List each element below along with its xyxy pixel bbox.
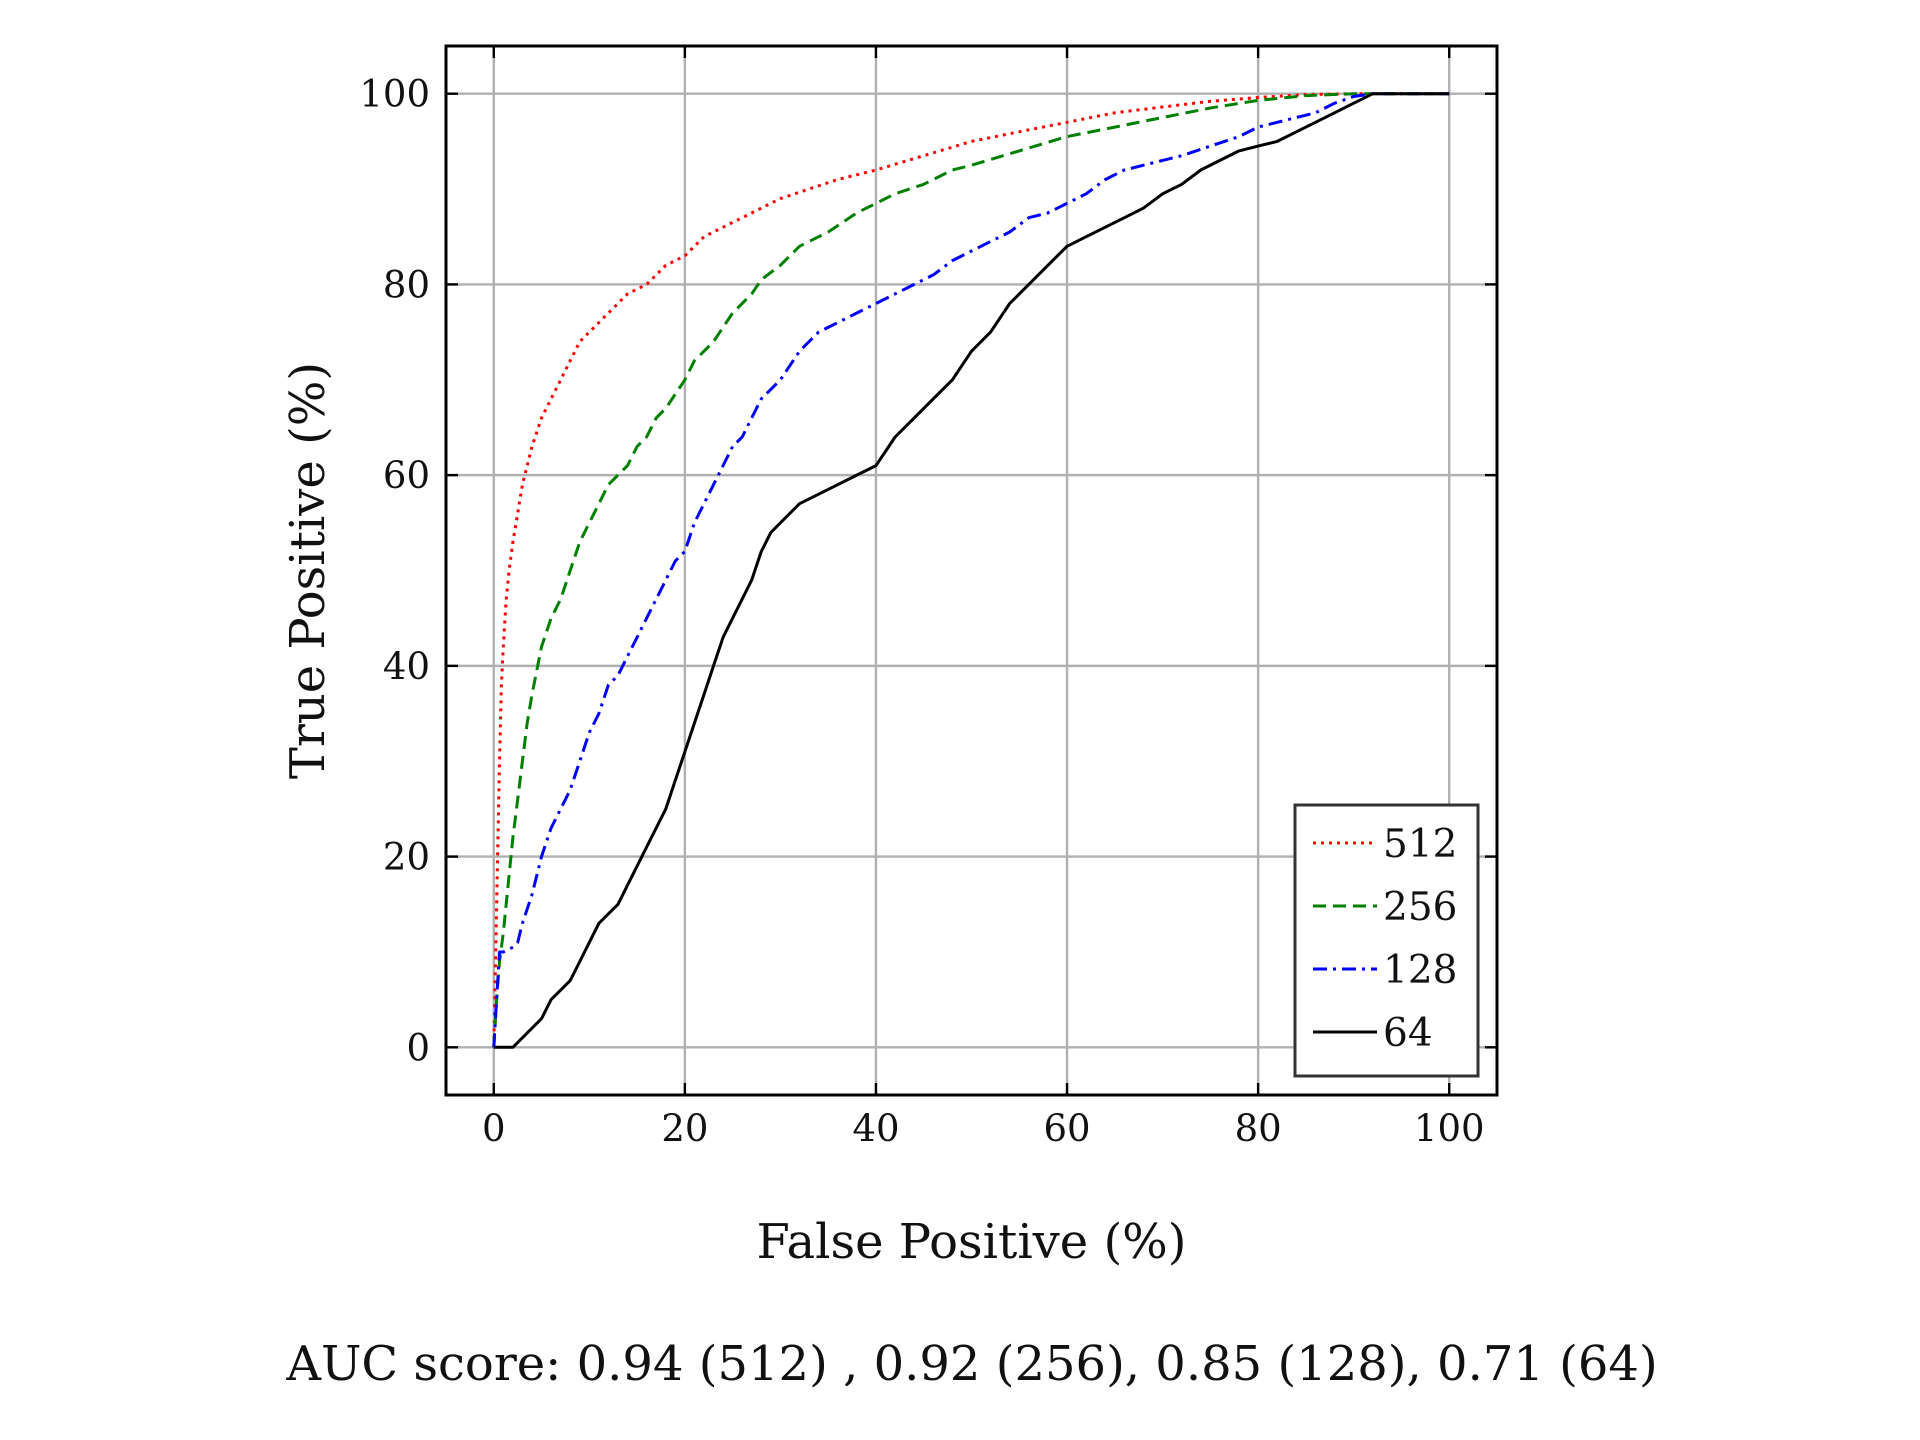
x-tick-label: 40 <box>852 1107 899 1150</box>
y-tick-label: 40 <box>383 645 430 688</box>
y-tick-label: 80 <box>383 263 430 306</box>
tick-labels: 0 20 40 60 80 100 0 20 40 60 80 100 <box>359 73 1484 1150</box>
series-line-64 <box>493 92 1450 1049</box>
x-tick-label: 80 <box>1235 1107 1282 1150</box>
plot-frame <box>444 44 1499 1097</box>
legend-label-256: 256 <box>1383 885 1457 930</box>
series-line-512 <box>492 92 1450 1048</box>
y-axis-title: True Positive (%) <box>280 362 336 779</box>
x-tick-label: 0 <box>482 1107 506 1150</box>
legend-label-64: 64 <box>1383 1011 1433 1056</box>
auc-caption: AUC score: 0.94 (512) , 0.92 (256), 0.85… <box>285 1336 1657 1392</box>
y-tick-label: 0 <box>406 1026 430 1069</box>
axis-ticks <box>446 46 1497 1095</box>
x-tick-label: 100 <box>1414 1107 1485 1150</box>
legend: 512 256 128 64 <box>1293 803 1480 1078</box>
series-line-256 <box>492 92 1450 1048</box>
legend-label-128: 128 <box>1383 948 1457 993</box>
y-tick-label: 100 <box>359 73 430 116</box>
series-line-128 <box>492 92 1450 1048</box>
series-lines <box>492 92 1450 1049</box>
x-axis-title: False Positive (%) <box>756 1214 1186 1270</box>
y-tick-label: 20 <box>383 836 430 879</box>
y-tick-label: 60 <box>383 454 430 497</box>
x-tick-label: 20 <box>661 1107 708 1150</box>
x-tick-label: 60 <box>1043 1107 1090 1150</box>
legend-label-512: 512 <box>1383 822 1457 867</box>
grid-lines <box>446 46 1497 1095</box>
